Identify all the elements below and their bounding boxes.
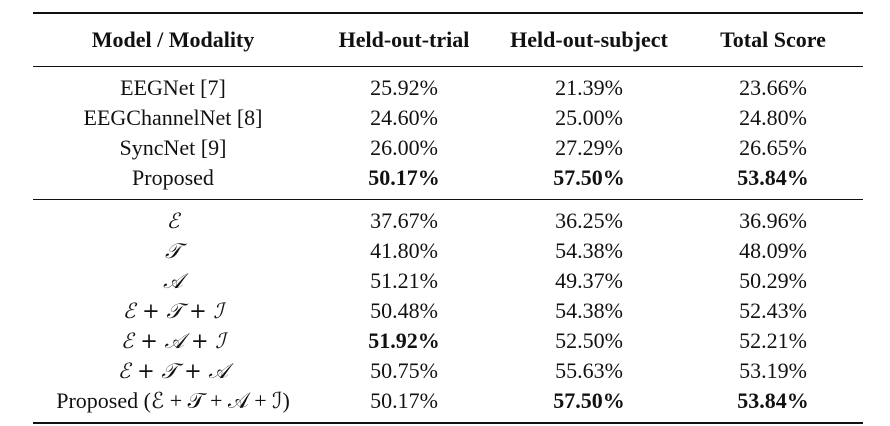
modality-ablation-group: ℰ 37.67% 36.25% 36.96% 𝒯 41.80% 54.38% 48.09% 𝒜 5… [33,199,863,423]
held-out-trial-cell: 50.17% [370,388,438,413]
held-out-trial-cell: 24.60% [370,105,438,130]
held-out-subject-cell: 36.25% [555,208,623,233]
model-cell: EEGChannelNet [8] [83,105,263,130]
held-out-subject-cell: 54.38% [555,238,623,263]
table-header: Model / Modality Held-out-trial Held-out… [33,13,863,67]
total-score-cell: 53.19% [739,358,807,383]
total-score-cell: 26.65% [739,135,807,160]
held-out-subject-cell: 54.38% [555,298,623,323]
held-out-trial-cell: 51.92% [368,328,440,353]
held-out-subject-cell: 21.39% [555,75,623,100]
model-cell: 𝒜 [163,268,183,293]
header-held-out-subject: Held-out-subject [510,27,668,52]
model-cell: ℰ + 𝒯 + 𝒜 [117,358,229,383]
held-out-trial-cell: 25.92% [370,75,438,100]
total-score-cell: 52.21% [739,328,807,353]
held-out-trial-cell: 37.67% [370,208,438,233]
table-row: EEGChannelNet [8] 24.60% 25.00% 24.80% [33,103,863,133]
held-out-subject-cell: 57.50% [553,165,625,190]
held-out-trial-cell: 50.17% [368,165,440,190]
held-out-trial-cell: 50.48% [370,298,438,323]
table-row: EEGNet [7] 25.92% 21.39% 23.66% [33,67,863,104]
model-cell: 𝒯 [164,238,182,263]
held-out-subject-cell: 55.63% [555,358,623,383]
held-out-subject-cell: 57.50% [553,388,625,413]
held-out-trial-cell: 26.00% [370,135,438,160]
held-out-subject-cell: 25.00% [555,105,623,130]
total-score-cell: 48.09% [739,238,807,263]
results-table: Model / Modality Held-out-trial Held-out… [33,12,863,424]
table-row: Proposed 50.17% 57.50% 53.84% [33,163,863,200]
total-score-cell: 24.80% [739,105,807,130]
table-row: ℰ + 𝒜 + ℐ 51.92% 52.50% 52.21% [33,326,863,356]
total-score-cell: 53.84% [737,388,809,413]
baseline-comparison-group: EEGNet [7] 25.92% 21.39% 23.66% EEGChannelNe… [33,66,863,200]
total-score-cell: 53.84% [737,165,809,190]
header-model: Model / Modality [91,27,255,52]
total-score-cell: 50.29% [739,268,807,293]
table-row: 𝒯 41.80% 54.38% 48.09% [33,236,863,266]
held-out-subject-cell: 49.37% [555,268,623,293]
held-out-trial-cell: 41.80% [370,238,438,263]
table-row: ℰ + 𝒯 + 𝒜 50.75% 55.63% 53.19% [33,356,863,386]
model-cell: EEGNet [7] [120,75,226,100]
held-out-trial-cell: 51.21% [370,268,438,293]
table-row: ℰ + 𝒯 + ℐ 50.48% 54.38% 52.43% [33,296,863,326]
held-out-subject-cell: 52.50% [555,328,623,353]
total-score-cell: 36.96% [739,208,807,233]
model-cell: ℰ [166,209,180,233]
held-out-trial-cell: 50.75% [370,358,438,383]
table-row: SyncNet [9] 26.00% 27.29% 26.65% [33,133,863,163]
header-row: Model / Modality Held-out-trial Held-out… [33,13,863,67]
model-cell: Proposed [132,165,214,190]
model-cell: ℰ + 𝒯 + ℐ [122,298,224,323]
total-score-cell: 52.43% [739,298,807,323]
results-table-container: Model / Modality Held-out-trial Held-out… [33,12,863,424]
model-cell: Proposed (ℰ + 𝒯 + 𝒜 + ℐ) [56,388,290,413]
model-cell: SyncNet [9] [119,135,227,160]
table-row: 𝒜 51.21% 49.37% 50.29% [33,266,863,296]
table-row: Proposed (ℰ + 𝒯 + 𝒜 + ℐ) 50.17% 57.50% 53.8… [33,386,863,423]
table-row: ℰ 37.67% 36.25% 36.96% [33,200,863,237]
header-held-out-trial: Held-out-trial [338,27,470,52]
header-total-score: Total Score [720,27,826,52]
model-cell: ℰ + 𝒜 + ℐ [120,328,226,353]
total-score-cell: 23.66% [739,75,807,100]
held-out-subject-cell: 27.29% [555,135,623,160]
